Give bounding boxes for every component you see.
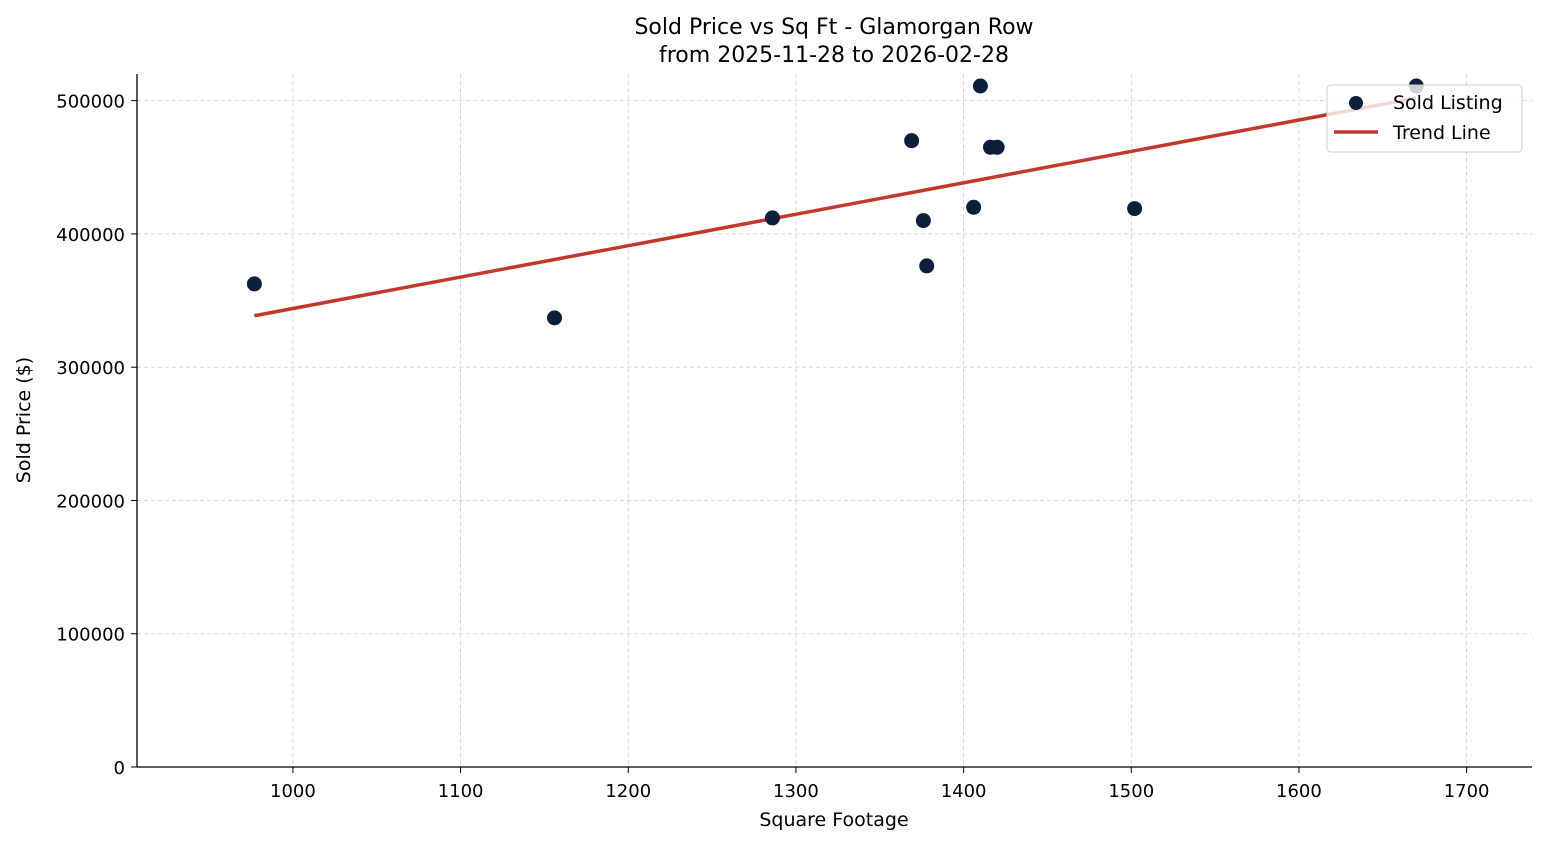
data-point (966, 199, 982, 215)
data-point (989, 139, 1005, 155)
x-tick-label: 1000 (270, 781, 316, 802)
y-tick-label: 200000 (56, 491, 125, 512)
chart-subtitle: from 2025-11-28 to 2026-02-28 (659, 43, 1009, 68)
legend-label-trend-line: Trend Line (1392, 122, 1491, 144)
chart-title: Sold Price vs Sq Ft - Glamorgan Row (634, 15, 1033, 40)
ticks: 1000 1100 1200 1300 1400 1500 1600 1700 0 100000 2… (56, 92, 1489, 802)
data-point (546, 310, 562, 326)
data-point (972, 78, 988, 94)
legend-marker-sold-listing (1349, 96, 1363, 110)
legend: Sold Listing Trend Line (1326, 84, 1523, 153)
data-point (904, 133, 920, 149)
x-tick-label: 1400 (941, 781, 987, 802)
trend-line (254, 96, 1417, 318)
y-tick-label: 500000 (56, 92, 125, 113)
marks (246, 78, 1424, 326)
legend-box (1326, 84, 1523, 153)
x-tick-label: 1300 (773, 781, 819, 802)
y-tick-label: 400000 (56, 225, 125, 246)
data-point (919, 258, 935, 274)
y-axis-label: Sold Price ($) (13, 357, 35, 483)
x-tick-label: 1700 (1444, 781, 1490, 802)
grid (137, 74, 1532, 768)
y-tick-label: 100000 (56, 625, 125, 646)
data-point (1127, 201, 1143, 217)
x-tick-label: 1100 (438, 781, 484, 802)
legend-label-sold-listing: Sold Listing (1393, 92, 1503, 114)
x-tick-label: 1500 (1108, 781, 1154, 802)
y-tick-label: 300000 (56, 358, 125, 379)
data-point (764, 210, 780, 226)
x-tick-label: 1200 (605, 781, 651, 802)
data-point (915, 213, 931, 229)
x-axis-label: Square Footage (759, 809, 908, 831)
data-point (246, 276, 262, 292)
y-tick-label: 0 (114, 758, 125, 779)
x-tick-label: 1600 (1276, 781, 1322, 802)
